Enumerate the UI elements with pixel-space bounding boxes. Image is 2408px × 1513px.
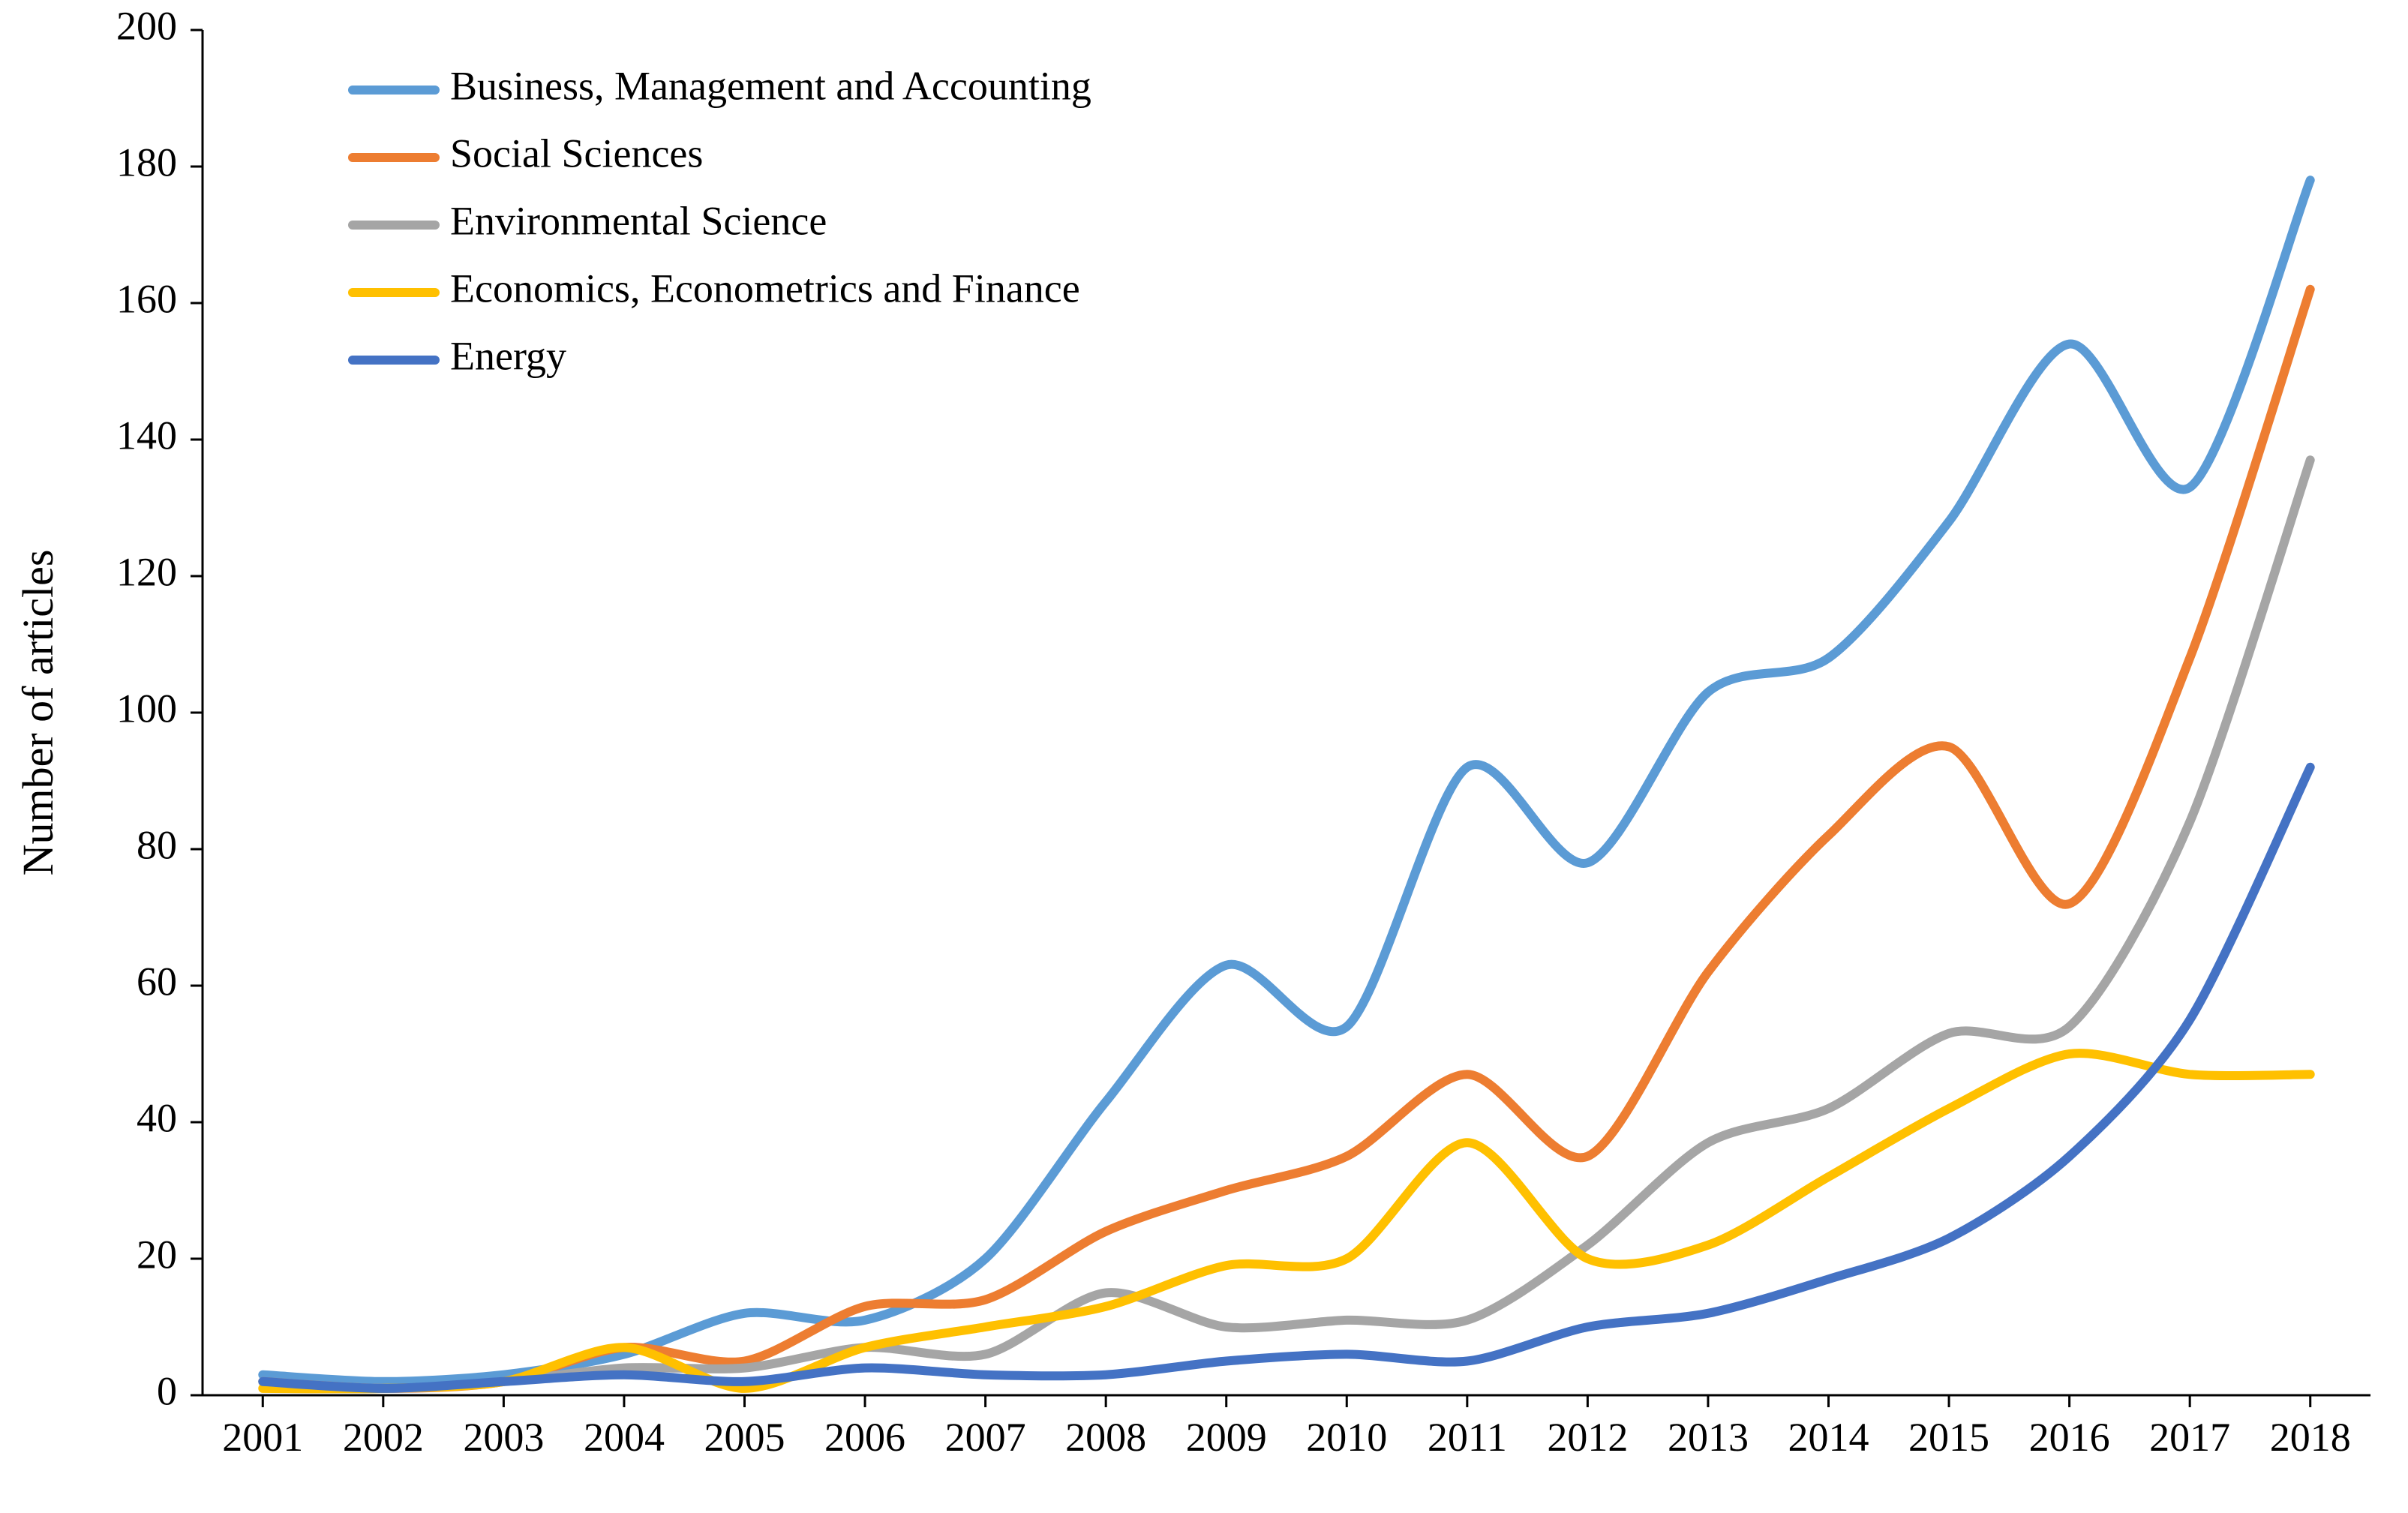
legend-label-social: Social Sciences <box>450 131 703 176</box>
x-tick-label: 2004 <box>584 1415 665 1460</box>
x-tick-label: 2012 <box>1547 1415 1628 1460</box>
x-tick-label: 2008 <box>1065 1415 1146 1460</box>
y-axis-title: Number of articles <box>14 550 62 876</box>
x-tick-label: 2017 <box>2149 1415 2230 1460</box>
y-tick-label: 100 <box>116 686 177 731</box>
y-tick-label: 40 <box>137 1095 177 1140</box>
y-tick-label: 140 <box>116 413 177 458</box>
y-tick-label: 20 <box>137 1232 177 1277</box>
line-chart: 0 20 40 60 80 100 120 140 160 180 200 2001 2002 2003 2… <box>0 0 2408 1513</box>
x-tick-label: 2014 <box>1788 1415 1869 1460</box>
legend-label-energy: Energy <box>450 333 566 378</box>
y-tick-label: 80 <box>137 822 177 867</box>
x-tick-label: 2007 <box>945 1415 1026 1460</box>
legend-label-env: Environmental Science <box>450 198 827 243</box>
chart-container: 0 20 40 60 80 100 120 140 160 180 200 2001 2002 2003 2… <box>0 0 2408 1513</box>
y-tick-label: 120 <box>116 549 177 594</box>
y-tick-label: 200 <box>116 3 177 48</box>
x-tick-label: 2018 <box>2270 1415 2351 1460</box>
x-tick-label: 2001 <box>222 1415 303 1460</box>
legend-label-business: Business, Management and Accounting <box>450 63 1091 108</box>
x-tick-label: 2009 <box>1186 1415 1267 1460</box>
x-tick-label: 2016 <box>2029 1415 2110 1460</box>
x-tick-label: 2013 <box>1668 1415 1749 1460</box>
x-tick-label: 2010 <box>1306 1415 1387 1460</box>
x-tick-label: 2015 <box>1908 1415 1989 1460</box>
x-tick-label: 2005 <box>704 1415 785 1460</box>
x-tick-label: 2003 <box>463 1415 544 1460</box>
x-tick-label: 2006 <box>824 1415 905 1460</box>
y-tick-label: 180 <box>116 140 177 185</box>
legend-label-econ: Economics, Econometrics and Finance <box>450 266 1080 311</box>
y-tick-label: 60 <box>137 959 177 1004</box>
y-tick-label: 0 <box>157 1368 177 1413</box>
y-tick-label: 160 <box>116 276 177 321</box>
x-tick-label: 2002 <box>343 1415 424 1460</box>
x-tick-label: 2011 <box>1428 1415 1507 1460</box>
